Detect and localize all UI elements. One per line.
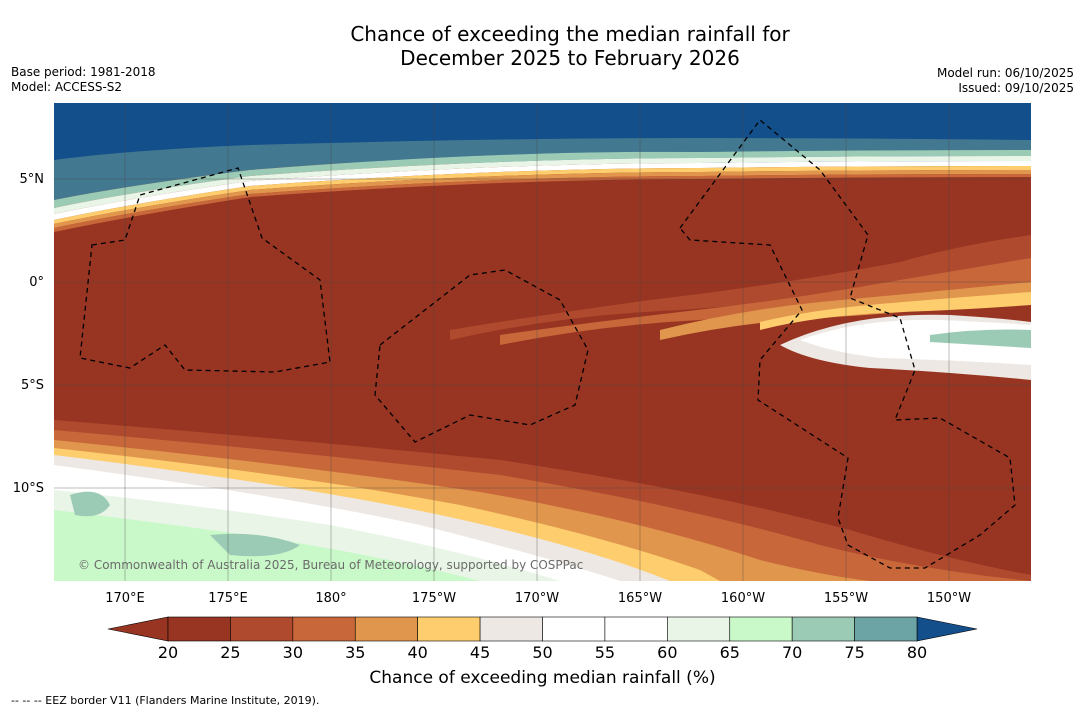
colorbar-box [791, 616, 855, 642]
colorbar-box [417, 616, 481, 642]
lon-labels: 170°E 175°E 180° 175°W 170°W 165°W 160°W… [105, 591, 971, 606]
south-patch-70a [70, 491, 110, 517]
base-period-text: Base period: 1981-2018 [11, 65, 156, 79]
colorbar-tick-label: 75 [844, 643, 864, 662]
colorbar-box [167, 616, 231, 642]
colorbar-box [354, 616, 418, 642]
title-line-2: December 2025 to February 2026 [400, 46, 740, 70]
colorbar-box [479, 616, 543, 642]
colorbar: 20 25 30 35 40 45 50 55 60 65 70 75 80 [107, 616, 978, 662]
north-band-75 [54, 138, 1031, 200]
lon-label-175w: 175°W [412, 591, 456, 606]
lat-label-10s: 10°S [13, 481, 44, 496]
lon-label-180: 180° [315, 591, 346, 606]
lat-labels: 5°N 0° 5°S 10°S [13, 172, 44, 496]
lat-label-5n: 5°N [20, 172, 45, 187]
south-patch-70b [210, 533, 300, 557]
meta-left: Base period: 1981-2018 Model: ACCESS-S2 [11, 65, 156, 95]
lat-label-0: 0° [29, 275, 44, 290]
colorbar-box [292, 616, 356, 642]
lon-label-170e: 170°E [105, 591, 145, 606]
colorbar-tick-label: 25 [220, 643, 240, 662]
colorbar-box [542, 616, 606, 642]
lat-label-5s: 5°S [21, 378, 44, 393]
colorbar-high-arrow [916, 616, 978, 642]
colorbar-tick-label: 55 [595, 643, 615, 662]
graticule [54, 103, 1031, 581]
central-tongue-25 [450, 235, 1031, 340]
central-tongue-40 [760, 292, 1031, 330]
colorbar-box [854, 616, 918, 642]
colorbar-tick-label: 40 [407, 643, 427, 662]
lon-label-170w: 170°W [515, 591, 559, 606]
map-title: Chance of exceeding the median rainfall … [0, 22, 1085, 70]
lon-label-160w: 160°W [721, 591, 765, 606]
colorbar-tick-label: 50 [532, 643, 552, 662]
north-wet-edge [54, 103, 1031, 138]
colorbar-tick-label: 45 [470, 643, 490, 662]
colorbar-low-arrow [107, 616, 169, 642]
colorbar-tick-label: 30 [283, 643, 303, 662]
central-tongue-30 [500, 258, 1031, 345]
colorbar-ticks: 20 25 30 35 40 45 50 55 60 65 70 75 80 [158, 643, 927, 662]
colorbar-tick-label: 60 [657, 643, 677, 662]
eez-borders [79, 119, 1016, 569]
eez-legend-footer: -- -- -- EEZ border V11 (Flanders Marine… [11, 694, 320, 707]
colorbar-box [729, 616, 793, 642]
lon-label-165w: 165°W [618, 591, 662, 606]
north-band-70 [54, 150, 1031, 208]
colorbar-tick-label: 70 [782, 643, 802, 662]
lon-label-175e: 175°E [208, 591, 248, 606]
model-run-text: Model run: 06/10/2025 [936, 66, 1074, 80]
colorbar-tick-label: 80 [907, 643, 927, 662]
colorbar-tick-label: 65 [720, 643, 740, 662]
colorbar-boxes [167, 616, 918, 642]
copyright-text: © Commonwealth of Australia 2025, Bureau… [78, 558, 583, 572]
rainfall-field: © Commonwealth of Australia 2025, Bureau… [54, 103, 1031, 581]
model-text: Model: ACCESS-S2 [11, 80, 123, 94]
east-blob-70 [930, 329, 1031, 348]
colorbar-title: Chance of exceeding median rainfall (%) [369, 668, 716, 688]
colorbar-box [230, 616, 294, 642]
issued-text: Issued: 09/10/2025 [958, 81, 1074, 95]
lon-label-150w: 150°W [927, 591, 971, 606]
meta-right: Model run: 06/10/2025 Issued: 09/10/2025 [937, 66, 1074, 96]
colorbar-box [667, 616, 731, 642]
colorbar-tick-label: 20 [158, 643, 178, 662]
colorbar-box [604, 616, 668, 642]
title-line-1: Chance of exceeding the median rainfall … [350, 22, 790, 46]
lon-label-155w: 155°W [824, 591, 868, 606]
colorbar-tick-label: 35 [345, 643, 365, 662]
